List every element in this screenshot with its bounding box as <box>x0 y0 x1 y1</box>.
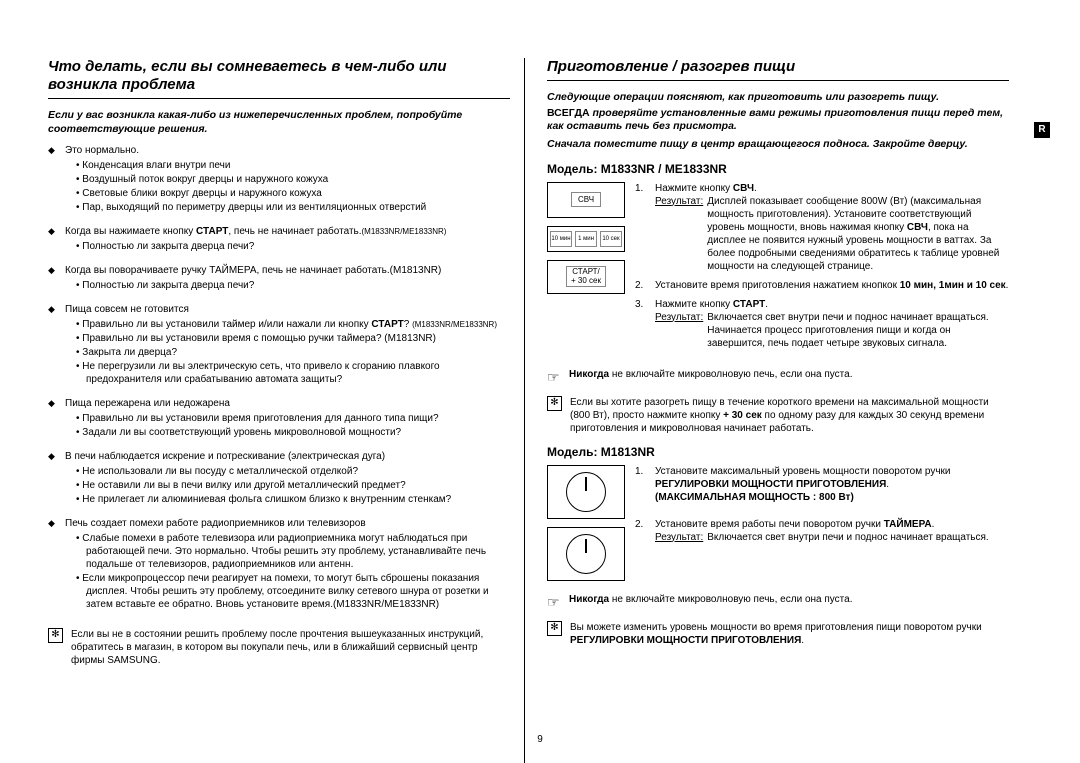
left-note: ✻ Если вы не в состоянии решить проблему… <box>48 628 510 667</box>
side-tab: R <box>1034 122 1050 138</box>
model2-title: Модель: M1813NR <box>547 445 1009 459</box>
bullet: Не прилегает ли алюминиевая фольга слишк… <box>76 493 510 506</box>
result-text: Дисплей показывает сообщение 800W (Вт) (… <box>707 195 1009 273</box>
hand-icon: ☞ <box>547 593 561 611</box>
bullet: Закрыта ли дверца? <box>76 346 510 359</box>
bullet: Правильно ли вы установили время с помощ… <box>76 332 510 345</box>
bullet: Полностью ли закрыта дверца печи? <box>76 279 510 292</box>
group-arc: ◆В печи наблюдается искрение и потрескив… <box>48 450 510 507</box>
title-rule <box>48 98 510 99</box>
result-label: Результат: <box>655 195 703 273</box>
group-timer: ◆Когда вы поворачиваете ручку ТАЙМЕРА, п… <box>48 264 510 293</box>
result-text: Включается свет внутри печи и поднос нач… <box>707 531 988 544</box>
bullet: Световые блики вокруг дверцы и наружного… <box>76 187 510 200</box>
group-overcook: ◆Пища пережарена или недожарена Правильн… <box>48 397 510 440</box>
title-rule <box>547 80 1009 81</box>
dial-diagram <box>547 465 625 581</box>
left-title: Что делать, если вы сомневаетесь в чем-л… <box>48 58 510 94</box>
panel-diagram: СВЧ 10 мин 1 мин 10 сек СТАРТ/+ 30 сек <box>547 182 625 356</box>
warning1: ☞ Никогда не включайте микроволновую печ… <box>547 368 1009 386</box>
right-title: Приготовление / разогрев пищи <box>547 58 1009 76</box>
step: 3. Нажмите кнопку СТАРТ. Результат:Включ… <box>635 298 1009 350</box>
model1-title: Модель: M1833NR / ME1833NR <box>547 162 1009 176</box>
head: Когда вы нажимаете кнопку СТАРТ, печь не… <box>65 225 446 238</box>
model2-block: 1. Установите максимальный уровень мощно… <box>547 465 1009 581</box>
bullet: Правильно ли вы установили время пригото… <box>76 412 510 425</box>
asterisk-icon: ✻ <box>48 628 63 643</box>
bullet: Задали ли вы соответствующий уровень мик… <box>76 426 510 439</box>
asterisk-icon: ✻ <box>547 396 562 411</box>
bullet: Воздушный поток вокруг дверцы и наружног… <box>76 173 510 186</box>
steps1: 1. Нажмите кнопку СВЧ. Результат: Диспле… <box>635 182 1009 356</box>
timer-dial <box>547 527 625 581</box>
time-buttons-diagram: 10 мин 1 мин 10 сек <box>547 226 625 252</box>
svc-button-diagram: СВЧ <box>547 182 625 218</box>
steps2: 1. Установите максимальный уровень мощно… <box>635 465 1009 581</box>
left-column: Что делать, если вы сомневаетесь в чем-л… <box>48 58 525 763</box>
result-label: Результат: <box>655 531 703 544</box>
right-intro3: Сначала поместите пищу в центр вращающег… <box>547 138 1009 152</box>
step: 2. Установите время приготовления нажати… <box>635 279 1009 292</box>
power-dial <box>547 465 625 519</box>
bullet: Если микропроцессор печи реагирует на по… <box>76 572 510 611</box>
bullet: Правильно ли вы установили таймер и/или … <box>76 318 510 331</box>
group-notcooking: ◆Пища совсем не готовится Правильно ли в… <box>48 303 510 387</box>
manual-page: R Что делать, если вы сомневаетесь в чем… <box>0 0 1080 763</box>
warning2: ☞ Никогда не включайте микроволновую печ… <box>547 593 1009 611</box>
head: Пища совсем не готовится <box>65 303 189 316</box>
group-interference: ◆Печь создает помехи работе радиоприемни… <box>48 517 510 612</box>
group-start: ◆Когда вы нажимаете кнопку СТАРТ, печь н… <box>48 225 510 254</box>
step: 2. Установите время работы печи поворото… <box>635 518 1009 544</box>
bullet: Конденсация влаги внутри печи <box>76 159 510 172</box>
head: В печи наблюдается искрение и потрескива… <box>65 450 385 463</box>
step: 1. Нажмите кнопку СВЧ. Результат: Диспле… <box>635 182 1009 273</box>
hand-icon: ☞ <box>547 368 561 386</box>
bullet: Не оставили ли вы в печи вилку или друго… <box>76 479 510 492</box>
bullet: Не перегрузили ли вы электрическую сеть,… <box>76 360 510 386</box>
bullet: Слабые помехи в работе телевизора или ра… <box>76 532 510 571</box>
head: Это нормально. <box>65 144 139 157</box>
page-number: 9 <box>0 734 1080 745</box>
head: Когда вы поворачиваете ручку ТАЙМЕРА, пе… <box>65 264 441 277</box>
result-text: Включается свет внутри печи и поднос нач… <box>707 311 1009 350</box>
asterisk-icon: ✻ <box>547 621 562 636</box>
tip2: ✻ Вы можете изменить уровень мощности во… <box>547 621 1009 647</box>
right-intro1: Следующие операции поясняют, как пригото… <box>547 91 1009 105</box>
head: Пища пережарена или недожарена <box>65 397 230 410</box>
step: 1. Установите максимальный уровень мощно… <box>635 465 1009 504</box>
right-intro2: ВСЕГДА проверяйте установленные вами реж… <box>547 107 1009 134</box>
bullet: Полностью ли закрыта дверца печи? <box>76 240 510 253</box>
group-normal: ◆Это нормально. Конденсация влаги внутри… <box>48 144 510 215</box>
start-button-diagram: СТАРТ/+ 30 сек <box>547 260 625 294</box>
tip1: ✻ Если вы хотите разогреть пищу в течени… <box>547 396 1009 435</box>
note-text: Если вы не в состоянии решить проблему п… <box>71 628 510 667</box>
bullet: Пар, выходящий по периметру дверцы или и… <box>76 201 510 214</box>
left-intro: Если у вас возникла какая-либо из нижепе… <box>48 109 510 136</box>
head: Печь создает помехи работе радиоприемник… <box>65 517 366 530</box>
model1-block: СВЧ 10 мин 1 мин 10 сек СТАРТ/+ 30 сек 1… <box>547 182 1009 356</box>
right-column: Приготовление / разогрев пищи Следующие … <box>543 58 1009 763</box>
result-label: Результат: <box>655 311 703 350</box>
bullet: Не использовали ли вы посуду с металличе… <box>76 465 510 478</box>
